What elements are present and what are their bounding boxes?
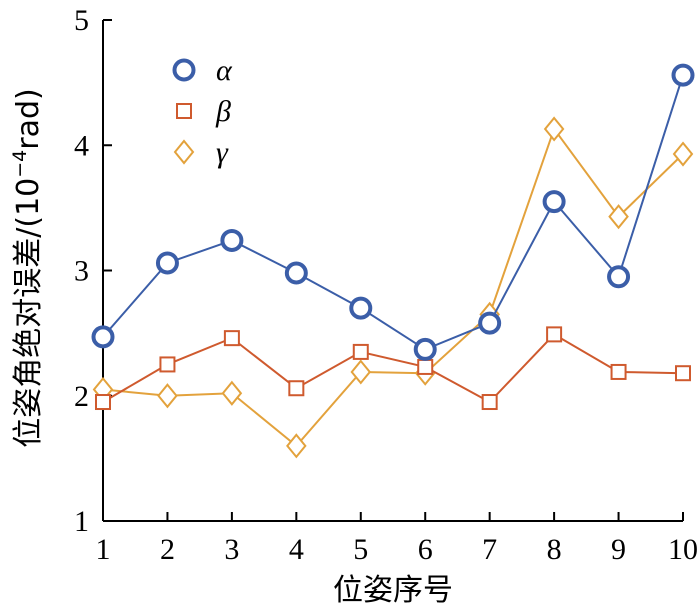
data-point-beta bbox=[481, 394, 498, 411]
x-tick-label: 6 bbox=[418, 533, 433, 566]
series-line-gamma bbox=[102, 126, 684, 448]
data-point-alpha bbox=[284, 261, 308, 285]
data-point-alpha bbox=[607, 265, 631, 289]
x-axis-title: 位姿序号 bbox=[333, 573, 453, 608]
x-tick-label: 1 bbox=[96, 533, 111, 566]
y-axis-title-exponent: −4 bbox=[9, 150, 31, 178]
legend-label-beta: β bbox=[215, 95, 231, 128]
data-point-beta bbox=[95, 394, 111, 411]
y-axis-title-unit: rad) bbox=[11, 88, 46, 149]
data-point-beta bbox=[352, 343, 369, 360]
data-point-beta bbox=[223, 330, 240, 347]
legend-marker-beta bbox=[176, 103, 192, 119]
x-tick-label: 10 bbox=[668, 533, 698, 566]
x-ticks: 1 2 3 4 5 6 7 8 9 10 bbox=[96, 512, 698, 566]
x-tick-label: 8 bbox=[547, 533, 562, 566]
y-axis-title: 位姿角绝对误差/(10−4rad) bbox=[9, 88, 46, 447]
series-layer bbox=[91, 63, 695, 459]
data-point-beta bbox=[159, 356, 176, 373]
data-point-alpha bbox=[542, 190, 566, 214]
series-alpha bbox=[91, 63, 695, 361]
legend-item-gamma: γ bbox=[173, 136, 229, 169]
data-point-beta bbox=[417, 358, 434, 375]
legend-item-beta: β bbox=[176, 95, 231, 128]
data-point-gamma bbox=[672, 141, 694, 167]
data-point-gamma bbox=[350, 359, 372, 385]
data-point-beta bbox=[675, 365, 691, 382]
data-point-gamma bbox=[221, 380, 243, 406]
y-ticks: 1 2 3 4 5 bbox=[74, 4, 112, 538]
data-point-gamma bbox=[286, 433, 307, 459]
series-line-alpha bbox=[102, 74, 684, 351]
data-point-beta bbox=[288, 380, 305, 397]
x-tick-label: 4 bbox=[289, 533, 304, 566]
data-point-alpha bbox=[671, 63, 695, 87]
data-point-beta bbox=[546, 326, 563, 343]
y-tick-label: 2 bbox=[74, 380, 89, 413]
series-gamma bbox=[92, 116, 694, 459]
y-axis-title-main: 位姿角绝对误差/(10 bbox=[11, 178, 46, 448]
data-point-alpha bbox=[155, 251, 179, 275]
legend-item-alpha: α bbox=[172, 54, 233, 87]
data-point-alpha bbox=[478, 311, 502, 335]
data-point-alpha bbox=[220, 228, 244, 252]
x-tick-label: 9 bbox=[611, 533, 626, 566]
data-point-gamma bbox=[543, 116, 565, 142]
legend-marker-alpha bbox=[172, 58, 196, 82]
x-tick-label: 5 bbox=[353, 533, 368, 566]
y-tick-label: 1 bbox=[74, 505, 89, 538]
y-tick-label: 4 bbox=[74, 129, 89, 162]
x-tick-label: 3 bbox=[224, 533, 239, 566]
series-line-beta bbox=[102, 333, 684, 404]
legend-label-alpha: α bbox=[216, 54, 233, 87]
data-point-gamma bbox=[608, 204, 629, 230]
y-tick-label: 5 bbox=[74, 4, 89, 37]
data-point-alpha bbox=[91, 325, 115, 349]
y-tick-label: 3 bbox=[74, 255, 89, 288]
legend-marker-gamma bbox=[173, 139, 195, 165]
data-point-beta bbox=[610, 363, 627, 380]
series-beta bbox=[95, 326, 691, 411]
data-point-alpha bbox=[413, 337, 437, 361]
legend: αβγ bbox=[172, 54, 233, 169]
data-point-alpha bbox=[349, 296, 373, 320]
x-tick-label: 7 bbox=[482, 533, 497, 566]
plot-frame bbox=[102, 20, 683, 522]
data-point-gamma bbox=[157, 383, 178, 409]
x-tick-label: 2 bbox=[160, 533, 175, 566]
legend-label-gamma: γ bbox=[216, 136, 229, 169]
